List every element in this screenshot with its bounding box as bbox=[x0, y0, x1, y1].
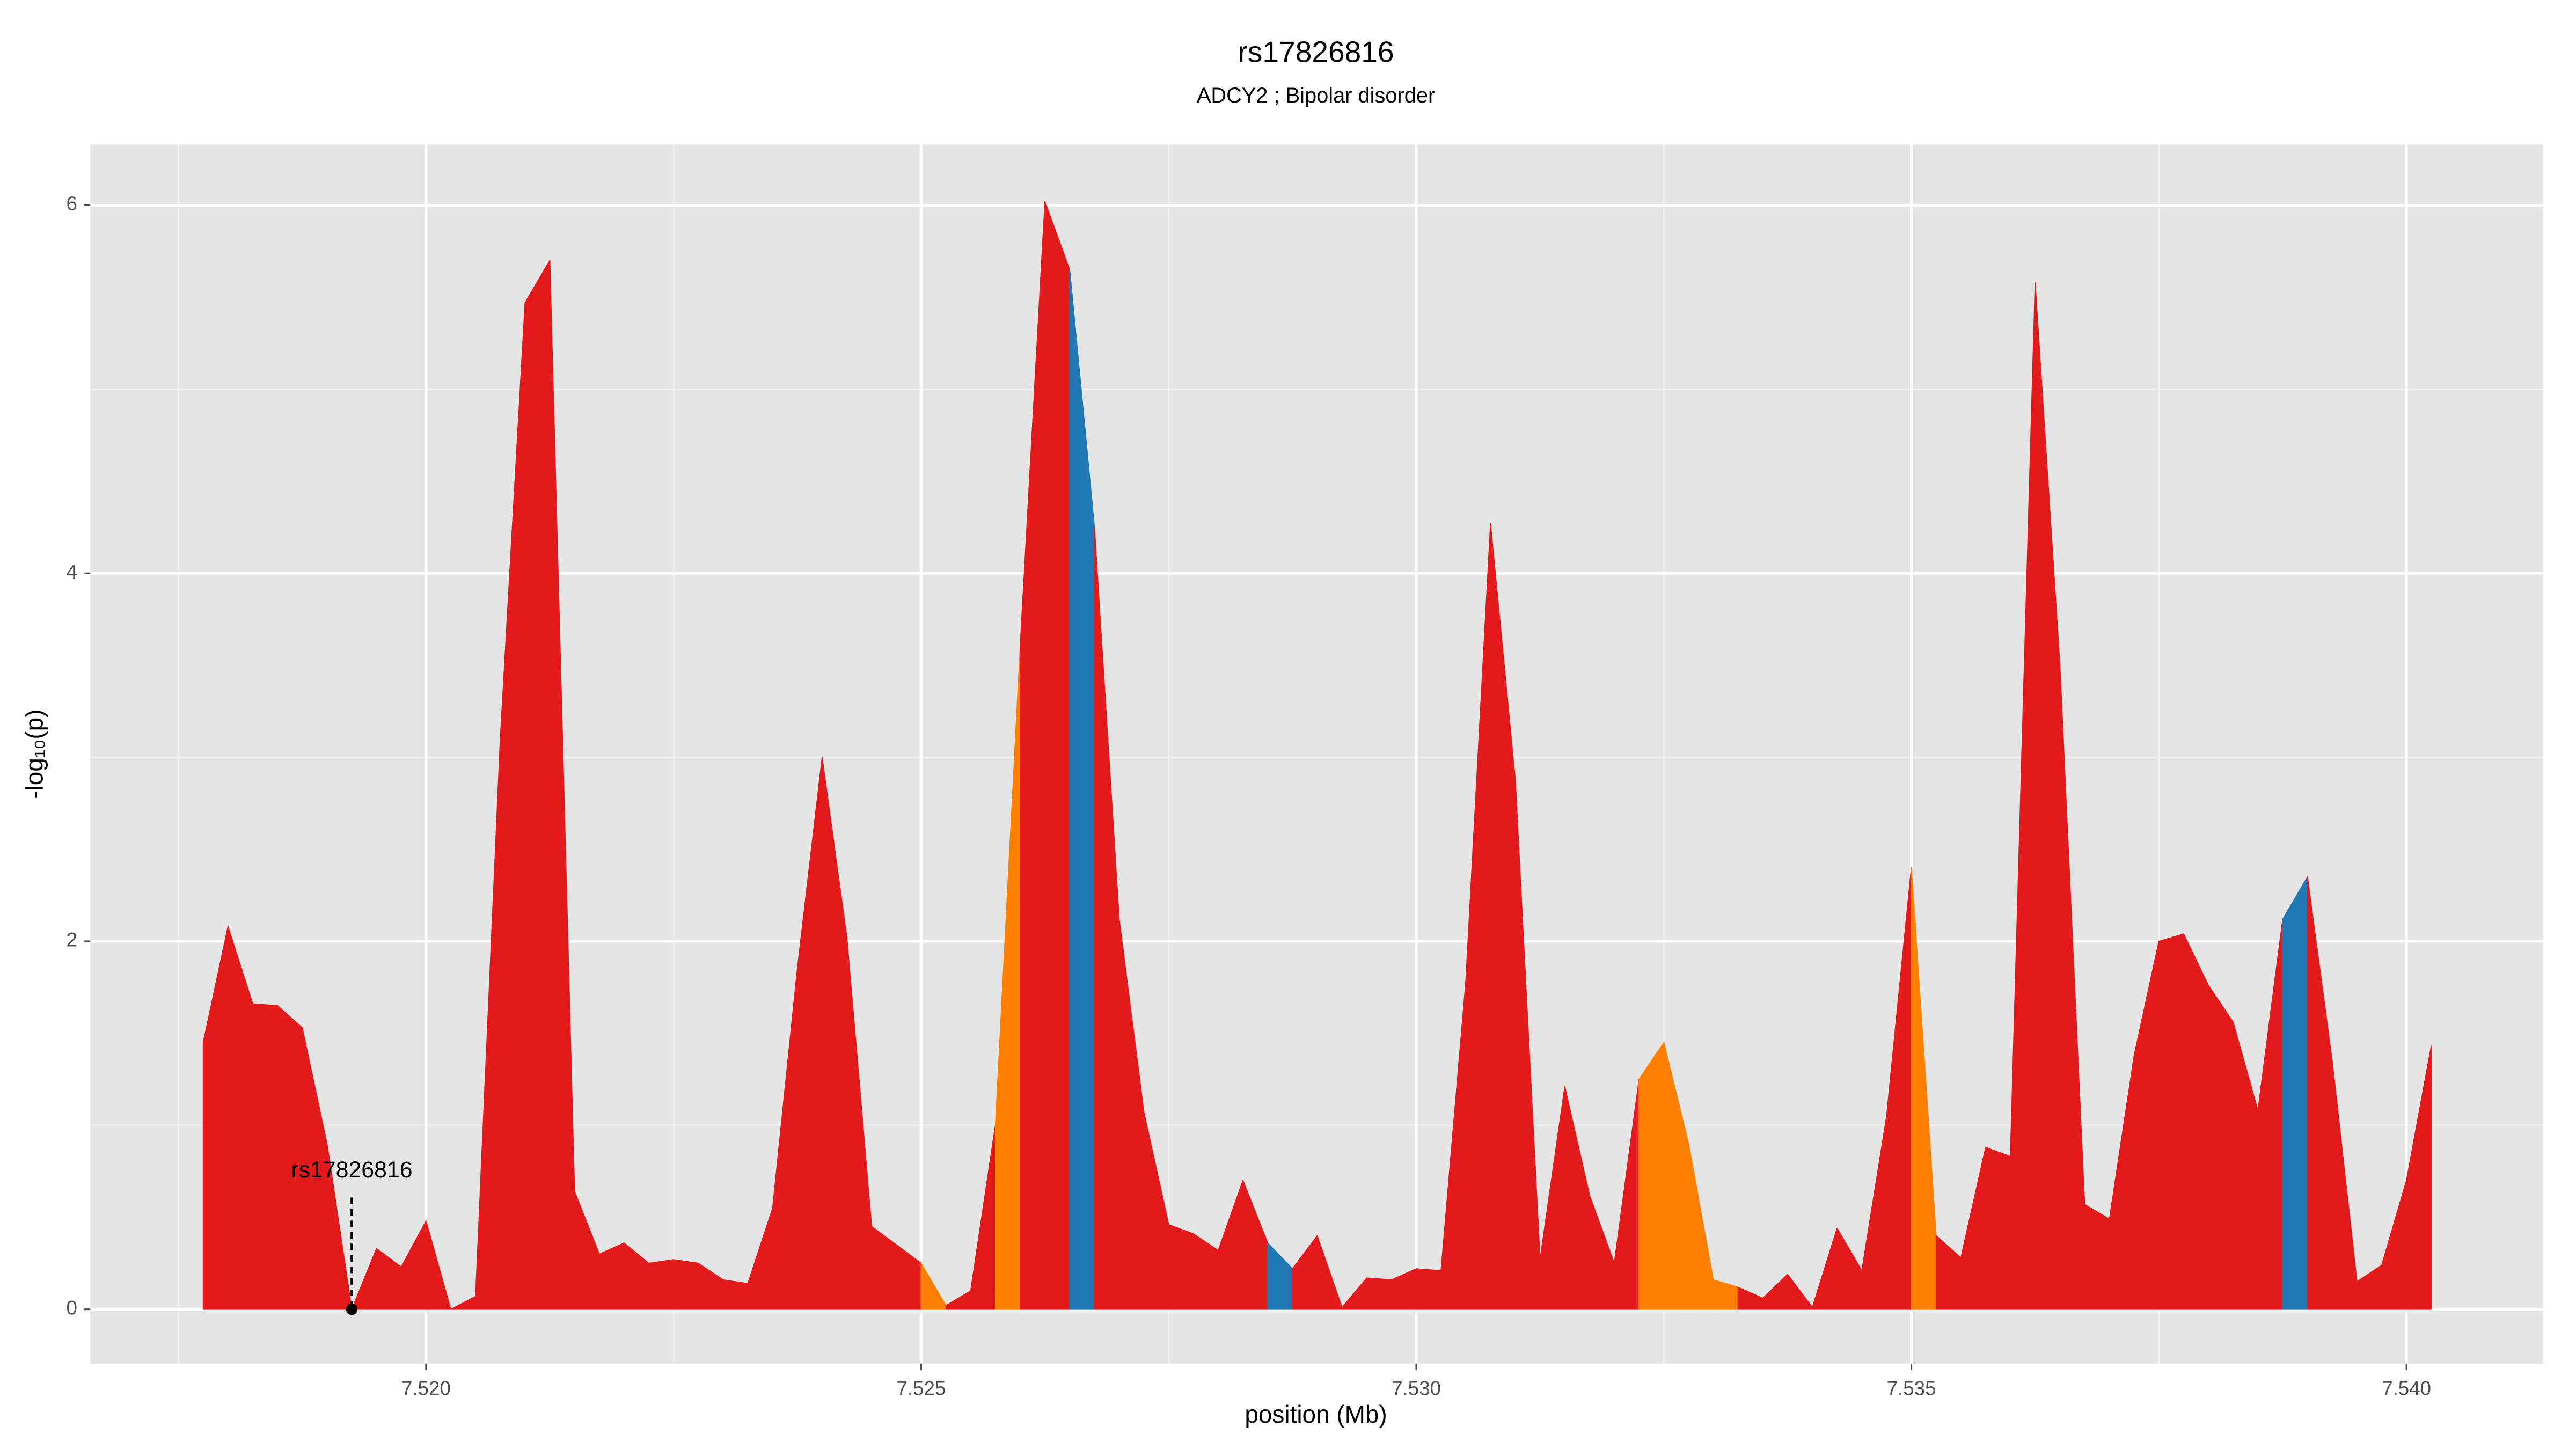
area-segment bbox=[524, 260, 551, 1310]
x-axis-label: position (Mb) bbox=[1245, 1400, 1387, 1428]
area-segment bbox=[425, 1220, 451, 1310]
area-segment bbox=[252, 1003, 279, 1310]
area-segment bbox=[2406, 1045, 2432, 1310]
y-tick-label: 4 bbox=[66, 561, 77, 583]
area-segment bbox=[1168, 1224, 1194, 1310]
area-segment bbox=[1985, 1147, 2011, 1310]
marks bbox=[202, 201, 2432, 1310]
x-tick-label: 7.540 bbox=[2382, 1377, 2431, 1399]
y-tick-label: 6 bbox=[66, 193, 77, 215]
y-tick-label: 2 bbox=[66, 929, 77, 951]
area-segment bbox=[2208, 985, 2234, 1310]
y-tick-label: 0 bbox=[66, 1297, 77, 1319]
area-segment bbox=[2158, 933, 2184, 1310]
area-segment bbox=[2183, 933, 2209, 1310]
area-segment bbox=[673, 1259, 699, 1310]
annotation-label: rs17826816 bbox=[291, 1157, 412, 1183]
area-segment bbox=[1366, 1277, 1392, 1310]
area-segment bbox=[1416, 1268, 1442, 1310]
x-tick-label: 7.520 bbox=[401, 1377, 451, 1399]
area-segment bbox=[648, 1259, 675, 1310]
axes: 7.520 7.525 7.530 7.535 7.540 0 2 4 6 bbox=[66, 193, 2431, 1399]
chart-subtitle: ADCY2 ; Bipolar disorder bbox=[1197, 84, 1435, 107]
y-axis-label: -log₁₀(p) bbox=[20, 709, 48, 799]
area-segment bbox=[2282, 876, 2308, 1310]
area-segment bbox=[1044, 201, 1071, 1310]
chart-title: rs17826816 bbox=[1238, 35, 1394, 69]
area-segment bbox=[722, 1279, 749, 1310]
annotation-layer: rs17826816 bbox=[291, 1157, 413, 1315]
area-segment bbox=[326, 1143, 353, 1310]
area-segment bbox=[2084, 1204, 2110, 1310]
x-tick-label: 7.525 bbox=[896, 1377, 946, 1399]
annotation-point bbox=[346, 1303, 358, 1315]
area-segment bbox=[1638, 1042, 1665, 1310]
area-segment bbox=[598, 1242, 625, 1310]
x-tick-label: 7.535 bbox=[1887, 1377, 1936, 1399]
x-tick-label: 7.530 bbox=[1392, 1377, 1441, 1399]
